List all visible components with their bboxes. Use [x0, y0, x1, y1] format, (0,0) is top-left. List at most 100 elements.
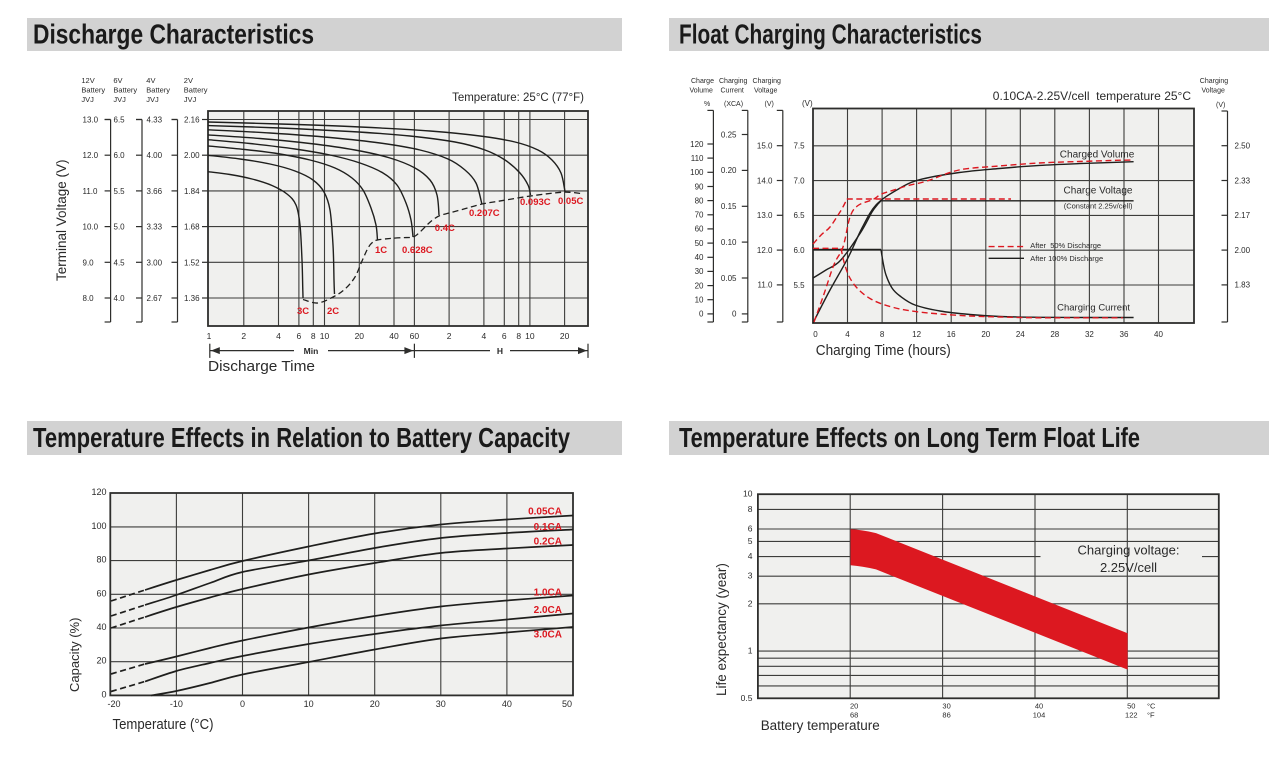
- svg-text:Min: Min: [304, 346, 319, 356]
- svg-text:(V): (V): [802, 99, 813, 108]
- svg-text:6.5: 6.5: [114, 116, 126, 125]
- svg-text:120: 120: [91, 487, 106, 497]
- svg-text:Charging: Charging: [719, 78, 748, 85]
- svg-text:1.52: 1.52: [184, 258, 200, 267]
- svg-text:20: 20: [96, 656, 106, 666]
- svg-text:-10: -10: [170, 699, 183, 709]
- svg-text:1: 1: [207, 331, 212, 341]
- svg-text:20: 20: [850, 702, 858, 711]
- svg-text:0.5: 0.5: [741, 693, 753, 703]
- svg-text:Charging Time (hours): Charging Time (hours): [816, 342, 951, 359]
- svg-text:2: 2: [748, 598, 753, 608]
- svg-text:0.25: 0.25: [721, 130, 737, 139]
- svg-text:(XCA): (XCA): [724, 101, 743, 108]
- svg-text:20: 20: [370, 699, 380, 709]
- svg-text:4: 4: [845, 330, 850, 339]
- svg-text:5.5: 5.5: [793, 281, 805, 290]
- svg-text:Discharge Time: Discharge Time: [208, 358, 315, 375]
- svg-text:Charge: Charge: [691, 78, 714, 85]
- svg-text:4.00: 4.00: [147, 151, 163, 160]
- svg-text:Life expectancy (year): Life expectancy (year): [714, 563, 729, 696]
- svg-text:20: 20: [560, 331, 570, 341]
- svg-text:JVJ: JVJ: [146, 95, 159, 104]
- svg-text:110: 110: [691, 154, 704, 163]
- svg-text:0: 0: [813, 330, 818, 339]
- svg-text:100: 100: [690, 168, 704, 177]
- svg-text:30: 30: [695, 267, 704, 276]
- svg-text:5.5: 5.5: [114, 187, 126, 196]
- svg-text:20: 20: [695, 281, 704, 290]
- svg-text:Temperature Effects on Long Te: Temperature Effects on Long Term Float L…: [679, 422, 1140, 453]
- svg-text:Battery: Battery: [81, 86, 105, 95]
- svg-text:50: 50: [1127, 702, 1135, 711]
- svg-text:1.83: 1.83: [1235, 281, 1251, 290]
- svg-text:5.0: 5.0: [114, 223, 126, 232]
- svg-text:2C: 2C: [327, 306, 339, 317]
- svg-text:Charging voltage:: Charging voltage:: [1078, 543, 1180, 558]
- svg-text:10.0: 10.0: [83, 223, 99, 232]
- svg-text:(Constant 2.25v/cell): (Constant 2.25v/cell): [1064, 201, 1133, 210]
- svg-text:Discharge Characteristics: Discharge Characteristics: [33, 19, 314, 50]
- svg-text:Charging: Charging: [1200, 78, 1229, 85]
- svg-text:2.00: 2.00: [184, 151, 200, 160]
- svg-text:2: 2: [241, 331, 246, 341]
- svg-text:After 100% Discharge: After 100% Discharge: [1030, 254, 1103, 263]
- svg-text:100: 100: [91, 521, 106, 531]
- svg-text:Voltage: Voltage: [754, 88, 777, 95]
- svg-text:Voltage: Voltage: [1202, 88, 1225, 95]
- svg-text:12V: 12V: [81, 76, 94, 85]
- svg-text:(V): (V): [1216, 102, 1225, 109]
- svg-text:0.207C: 0.207C: [469, 208, 500, 219]
- svg-text:JVJ: JVJ: [113, 95, 126, 104]
- svg-text:Charging: Charging: [753, 78, 782, 85]
- svg-text:0.10: 0.10: [721, 238, 737, 247]
- svg-text:0.093C: 0.093C: [520, 197, 551, 208]
- svg-text:40: 40: [502, 699, 512, 709]
- svg-text:40: 40: [1035, 702, 1043, 711]
- svg-text:0: 0: [699, 310, 704, 319]
- svg-text:JVJ: JVJ: [81, 95, 94, 104]
- svg-text:2.33: 2.33: [1235, 176, 1251, 185]
- svg-text:4: 4: [482, 331, 487, 341]
- svg-text:11.0: 11.0: [758, 281, 774, 290]
- svg-text:10: 10: [304, 699, 314, 709]
- svg-text:2.25V/cell: 2.25V/cell: [1100, 560, 1157, 575]
- svg-text:8.0: 8.0: [83, 294, 95, 303]
- svg-text:30: 30: [436, 699, 446, 709]
- svg-text:Current: Current: [721, 88, 744, 95]
- svg-text:20: 20: [355, 331, 365, 341]
- svg-text:Battery: Battery: [113, 86, 137, 95]
- svg-text:1.84: 1.84: [184, 187, 200, 196]
- svg-text:1C: 1C: [375, 245, 387, 256]
- svg-text:50: 50: [562, 699, 572, 709]
- svg-text:6: 6: [748, 524, 753, 534]
- svg-text:13.0: 13.0: [757, 211, 773, 220]
- svg-text:0.1CA: 0.1CA: [534, 522, 562, 533]
- svg-text:0.05C: 0.05C: [558, 196, 583, 207]
- svg-text:Charging Current: Charging Current: [1057, 302, 1130, 313]
- svg-text:0.05CA: 0.05CA: [528, 506, 562, 517]
- svg-text:9.0: 9.0: [83, 258, 95, 267]
- svg-text:16: 16: [947, 330, 956, 339]
- svg-text:40: 40: [1154, 330, 1163, 339]
- svg-text:14.0: 14.0: [757, 176, 773, 185]
- svg-text:40: 40: [695, 253, 704, 262]
- svg-text:Battery: Battery: [146, 86, 170, 95]
- svg-text:3.33: 3.33: [147, 223, 163, 232]
- svg-text:6: 6: [502, 331, 507, 341]
- svg-text:10: 10: [743, 489, 753, 499]
- svg-text:After 50% Discharge: After 50% Discharge: [1030, 241, 1101, 250]
- svg-text:Temperature Effects in Relatio: Temperature Effects in Relation to Batte…: [33, 422, 570, 453]
- svg-text:2.0CA: 2.0CA: [534, 605, 562, 616]
- svg-text:0.4C: 0.4C: [435, 223, 455, 234]
- svg-text:Capacity (%): Capacity (%): [67, 618, 82, 692]
- svg-text:2V: 2V: [184, 76, 193, 85]
- svg-text:32: 32: [1085, 330, 1094, 339]
- svg-text:8: 8: [748, 504, 753, 514]
- svg-text:12: 12: [912, 330, 921, 339]
- svg-text:4: 4: [276, 331, 281, 341]
- svg-text:15.0: 15.0: [757, 142, 773, 151]
- svg-text:Terminal Voltage (V): Terminal Voltage (V): [54, 159, 69, 281]
- svg-text:2.00: 2.00: [1235, 246, 1251, 255]
- svg-text:8: 8: [516, 331, 521, 341]
